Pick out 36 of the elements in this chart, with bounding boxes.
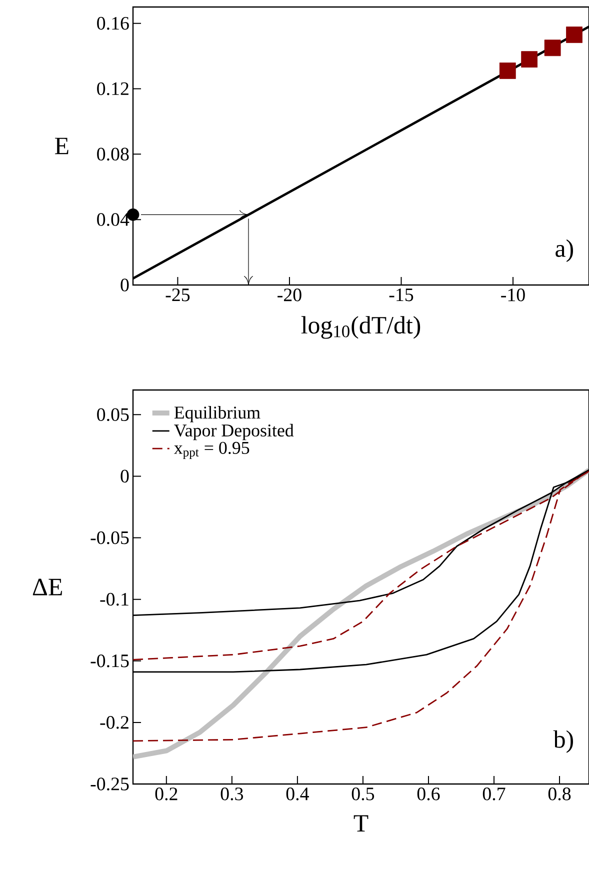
y-tick-label: -0.25 [90,778,129,790]
y-tick-label: -0.05 [90,531,129,544]
x-tick-label: 0.5 [352,788,374,800]
x-tick-label: -20 [278,288,302,302]
point [521,51,538,68]
y-axis-title: ΔE [32,578,62,596]
x-tick-label: -25 [166,288,190,302]
point [544,40,561,56]
x-tick-label: -15 [389,288,414,302]
annotation: b) [553,730,573,753]
x-tick-label: -10 [501,288,525,302]
y-tick-label: 0 [120,278,129,292]
y-tick-label: 0 [120,470,129,483]
y-tick-label: 0.12 [97,82,128,96]
x-tick-label: 0.3 [220,788,244,800]
legend-label: x$_{ppt}$ = 0.95 [174,442,250,460]
y-tick-label: -0.2 [100,716,128,729]
point [499,62,516,79]
annotation: a) [556,239,573,262]
y-tick-label: -0.15 [90,654,129,668]
y-tick-label: 0.04 [97,213,130,226]
y-tick-label: 0.08 [97,148,129,161]
x-tick-label: 0.6 [417,788,440,800]
x-axis-title: log$_{10}$(dT/dt) [301,316,420,339]
y-axis-title: E [55,138,68,154]
x-tick-label: 0.2 [155,788,178,800]
x-tick-label: 0.8 [548,788,571,800]
legend-label: Vapor Deposited [174,424,294,440]
point [566,26,582,43]
legend-label: Equilibrium [174,406,260,422]
x-axis-title: T [354,815,368,832]
y-tick-label: 0.05 [97,408,129,422]
y-tick-label: 0.16 [97,16,129,30]
x-tick-label: 0.7 [482,788,506,800]
x-tick-label: 0.4 [286,788,309,800]
y-tick-label: -0.1 [100,592,128,606]
